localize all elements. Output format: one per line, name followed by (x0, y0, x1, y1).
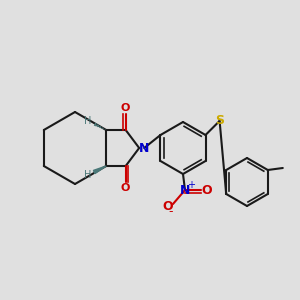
Text: N: N (180, 184, 190, 196)
Text: O: O (163, 200, 173, 212)
Text: H: H (85, 170, 92, 180)
Text: O: O (121, 103, 130, 113)
Text: O: O (202, 184, 212, 196)
Polygon shape (93, 166, 106, 174)
Text: O: O (121, 183, 130, 193)
Text: H: H (85, 116, 92, 126)
Text: -: - (169, 206, 173, 218)
Text: S: S (215, 113, 224, 127)
Text: +: + (187, 180, 195, 190)
Text: N: N (139, 142, 149, 154)
